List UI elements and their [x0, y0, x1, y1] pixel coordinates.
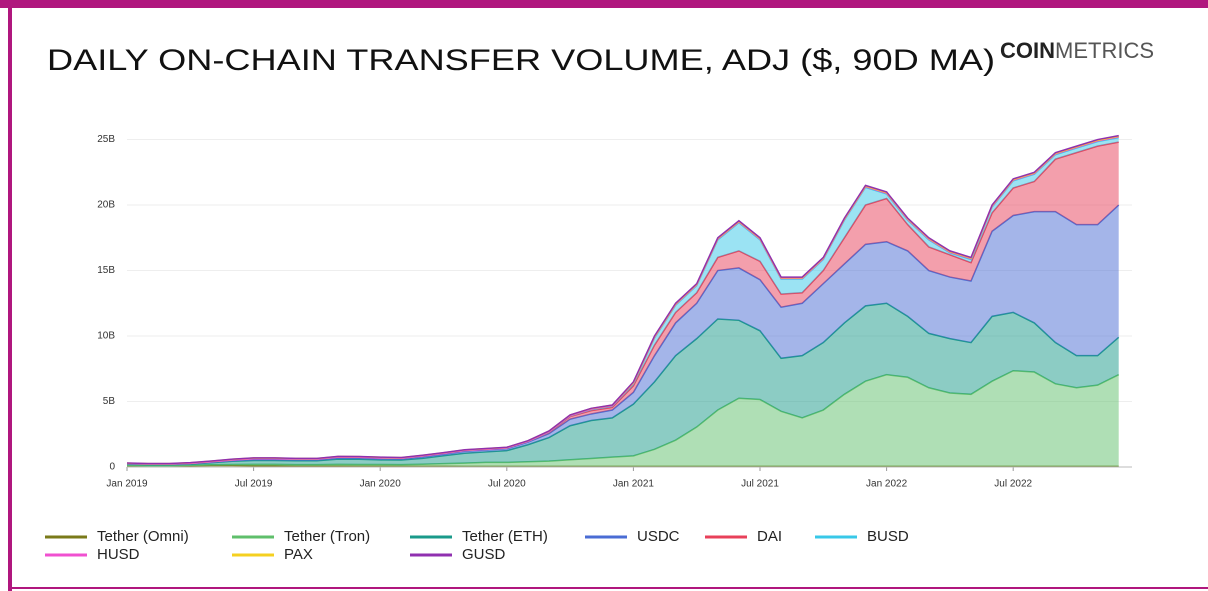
y-tick-label: 0 — [109, 462, 115, 473]
legend-label: Tether (Omni) — [97, 528, 189, 545]
y-tick-label: 25B — [97, 134, 115, 145]
area — [127, 303, 1119, 466]
legend-label: HUSD — [97, 546, 140, 563]
area — [127, 142, 1119, 465]
x-tick-label: Jan 2019 — [106, 479, 148, 490]
logo-light: METRICS — [1055, 38, 1154, 63]
x-tick-label: Jul 2022 — [994, 479, 1032, 490]
logo: COINMETRICS — [1000, 38, 1154, 63]
area-line — [126, 134, 1119, 465]
y-tick-label: 15B — [97, 265, 115, 276]
legend-label: PAX — [284, 546, 313, 563]
logo-bold: COIN — [1000, 38, 1055, 63]
area — [127, 370, 1119, 467]
y-tick-label: 5B — [103, 396, 116, 407]
legend-label: Tether (Tron) — [284, 528, 370, 545]
x-tick-label: Jan 2021 — [613, 479, 655, 490]
chart-title: DAILY ON-CHAIN TRANSFER VOLUME, ADJ ($, … — [47, 44, 995, 77]
x-tick-label: Jul 2019 — [235, 479, 273, 490]
y-tick-label: 20B — [97, 200, 115, 211]
frame-bottom — [8, 587, 1208, 589]
legend-label: USDC — [637, 528, 680, 545]
y-tick-label: 10B — [97, 331, 115, 342]
legend-label: GUSD — [462, 546, 506, 563]
legend-label: DAI — [757, 528, 782, 545]
frame-top — [0, 0, 1208, 8]
legend-label: BUSD — [867, 528, 909, 545]
x-tick-label: Jan 2020 — [360, 479, 402, 490]
legend-label: Tether (ETH) — [462, 528, 548, 545]
x-tick-label: Jul 2021 — [741, 479, 779, 490]
frame-left — [8, 0, 12, 591]
x-tick-label: Jul 2020 — [488, 479, 526, 490]
area — [127, 205, 1119, 465]
x-tick-label: Jan 2022 — [866, 479, 908, 490]
